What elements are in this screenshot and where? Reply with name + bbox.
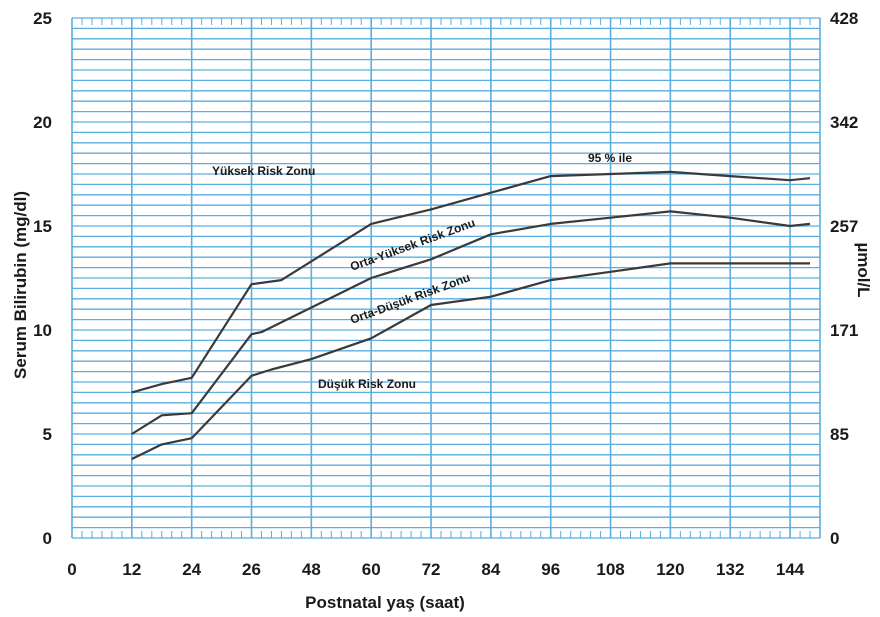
y2-tick-label: 171: [830, 321, 858, 340]
zone-label-low: Düşük Risk Zonu: [318, 377, 416, 391]
series-line-2: [131, 210, 811, 435]
x-tick-label: 0: [67, 560, 76, 579]
x-tick-label: 120: [656, 560, 684, 579]
y-tick-label: 15: [33, 217, 52, 236]
risk-zone-lines: [131, 170, 811, 460]
y-tick-label: 10: [33, 321, 52, 340]
y2-tick-label: 342: [830, 113, 858, 132]
x-tick-label: 12: [122, 560, 141, 579]
y2-axis-title: µmol/L: [854, 242, 873, 297]
x-tick-label: 84: [481, 560, 500, 579]
y-axis-title: Serum Bilirubin (mg/dl): [11, 191, 30, 379]
series-line-1: [131, 170, 811, 394]
y2-tick-label: 0: [830, 529, 839, 548]
x-tick-label: 24: [182, 560, 201, 579]
percentile-95-label: 95 % ile: [588, 151, 632, 165]
x-tick-label: 48: [302, 560, 321, 579]
y-tick-label: 20: [33, 113, 52, 132]
y-axis-ticks: 0 5 10 15 20 25: [33, 9, 52, 548]
x-tick-label: 108: [596, 560, 624, 579]
y-tick-label: 5: [43, 425, 52, 444]
y2-tick-label: 428: [830, 9, 858, 28]
x-axis-title: Postnatal yaş (saat): [305, 593, 465, 612]
x-tick-label: 144: [776, 560, 805, 579]
x-tick-label: 72: [422, 560, 441, 579]
x-axis-ticks: 0 12 24 26 48 60 72 84 96 108 120 132 144: [67, 560, 805, 579]
x-tick-label: 132: [716, 560, 744, 579]
chart-grid: [71, 17, 821, 539]
zone-label-high: Yüksek Risk Zonu: [212, 164, 315, 178]
y-tick-label: 25: [33, 9, 52, 28]
x-tick-label: 60: [362, 560, 381, 579]
y2-tick-label: 85: [830, 425, 849, 444]
y-tick-label: 0: [43, 529, 52, 548]
y2-axis-ticks: 0 85 171 257 342 428: [830, 9, 858, 548]
y2-tick-label: 257: [830, 217, 858, 236]
series-line-3: [131, 262, 810, 460]
x-tick-label: 96: [541, 560, 560, 579]
x-tick-label: 26: [242, 560, 261, 579]
